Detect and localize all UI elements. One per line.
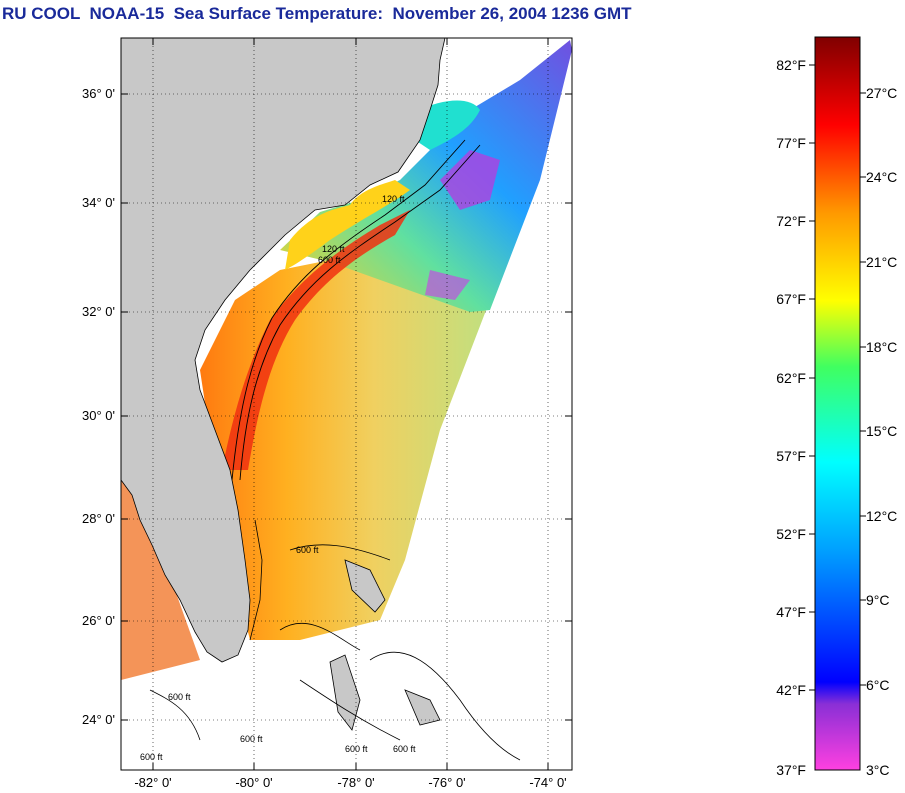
isobath-contour [239,144,481,481]
colorbar-label-f: 42°F [776,682,806,698]
lon-label: -74° 0' [529,775,567,790]
isobath-label: 120 ft [382,194,405,204]
lon-label: -82° 0' [134,775,172,790]
isobath-label: 120 ft [322,244,345,254]
lat-label: 26° 0' [82,613,115,628]
lat-label: 30° 0' [82,408,115,423]
colorbar-label-f: 57°F [776,448,806,464]
lat-label: 24° 0' [82,712,115,727]
lon-label: -80° 0' [235,775,273,790]
map-border [120,37,573,771]
gulf-stream-band [222,210,410,470]
isobath-label: 600 ft [345,744,368,754]
isobath-label: 600 ft [240,734,263,744]
pamlico-sound [415,100,480,150]
colorbar-label-f: 62°F [776,370,806,386]
isobath-label: 600 ft [318,255,341,265]
colorbar-label-f: 82°F [776,57,806,73]
land-bahamas [404,689,441,726]
colorbar-label-f: 67°F [776,291,806,307]
lat-label: 36° 0' [82,86,115,101]
isobath-contour [231,139,466,481]
map-ticks [121,38,572,770]
colorbar-label-c: 6°C [866,677,890,693]
cold-patch [440,150,500,210]
isobath-label: 600 ft [296,545,319,555]
isobath-contour [149,519,521,761]
colorbar-label-f: 72°F [776,213,806,229]
colorbar-label-f: 52°F [776,526,806,542]
colorbar-label-c: 15°C [866,423,898,439]
colorbar-label-f: 77°F [776,135,806,151]
colorbar-label-c: 18°C [866,339,898,355]
cold-patch [425,270,470,300]
colorbar-label-c: 3°C [866,762,890,778]
colorbar-label-c: 24°C [866,169,898,185]
temperature-colorbar [814,36,861,771]
land-us-southeast [121,38,446,663]
colorbar-label-c: 12°C [866,508,898,524]
colorbar-label-c: 21°C [866,254,898,270]
isobath-label: 600 ft [140,752,163,762]
isobath-label: 600 ft [168,692,191,702]
lon-label: -76° 0' [428,775,466,790]
colorbar-label-f: 37°F [776,762,806,778]
colorbar-label-c: 27°C [866,85,898,101]
land-bahamas [344,559,386,613]
isobath-label: 600 ft [393,744,416,754]
lat-label: 28° 0' [82,511,115,526]
colorbar-label-c: 9°C [866,592,890,608]
colorbar-ticks [809,64,866,691]
nearshore-warm [285,180,410,270]
map-title: RU COOL NOAA-15 Sea Surface Temperature:… [2,4,632,23]
lat-label: 34° 0' [82,195,115,210]
colorbar-label-f: 47°F [776,604,806,620]
lon-label: -78° 0' [337,775,375,790]
lat-label: 32° 0' [82,304,115,319]
